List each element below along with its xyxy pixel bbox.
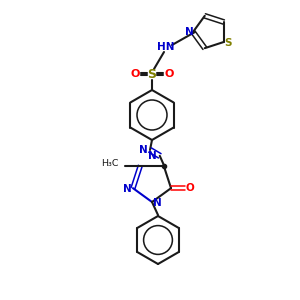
Text: N: N	[139, 145, 147, 155]
Text: N: N	[148, 151, 157, 161]
Text: O: O	[186, 183, 194, 193]
Text: S: S	[224, 38, 232, 48]
Text: H₃C: H₃C	[101, 159, 119, 168]
Text: O: O	[164, 69, 174, 79]
Text: N: N	[153, 198, 161, 208]
Text: N: N	[184, 27, 194, 37]
Text: S: S	[148, 68, 157, 80]
Text: HN: HN	[157, 42, 175, 52]
Text: N: N	[123, 184, 131, 194]
Text: O: O	[130, 69, 140, 79]
